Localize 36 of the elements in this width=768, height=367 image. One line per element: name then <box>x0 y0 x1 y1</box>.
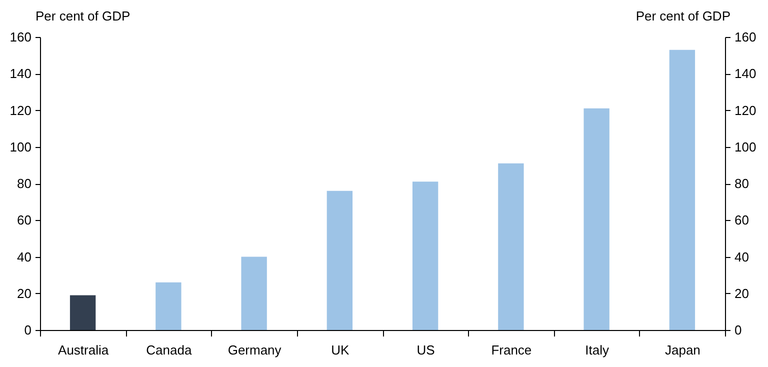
x-tick-label: US <box>416 342 436 358</box>
y2-tick-label: 160 <box>734 30 756 44</box>
bar <box>584 108 610 330</box>
y-tick-label: 60 <box>17 212 32 228</box>
bar <box>412 182 438 330</box>
y-tick-label: 0 <box>24 322 32 338</box>
x-tick-label: Japan <box>664 342 700 358</box>
x-tick-label: UK <box>331 342 350 358</box>
x-tick-label: France <box>491 342 532 358</box>
y-tick-label: 20 <box>17 286 32 301</box>
bar <box>669 50 696 330</box>
y-tick-label: 100 <box>10 139 32 154</box>
y2-tick-label: 60 <box>734 212 749 228</box>
y-tick-label: 120 <box>10 102 32 118</box>
x-tick-label: Italy <box>585 342 610 358</box>
y-tick-label: 160 <box>10 30 32 44</box>
y2-tick-label: 100 <box>734 139 756 154</box>
y2-tick-label: 0 <box>734 322 742 338</box>
y2-tick-label: 140 <box>734 66 756 82</box>
y2-tick-label: 40 <box>734 249 749 264</box>
x-tick-label: Canada <box>146 342 192 358</box>
y2-axis-title: Per cent of GDP <box>636 8 730 24</box>
y-tick-label: 140 <box>10 66 32 82</box>
y2-tick-label: 120 <box>734 102 756 118</box>
y-tick-label: 40 <box>17 249 32 264</box>
x-tick-label: Australia <box>58 342 110 358</box>
bar <box>498 163 524 330</box>
y2-tick-label: 80 <box>734 176 749 191</box>
bar <box>70 295 96 330</box>
bar <box>241 256 267 330</box>
x-tick-label: Germany <box>228 342 282 358</box>
bar <box>156 282 182 330</box>
y-tick-label: 80 <box>17 176 32 191</box>
bar <box>326 190 353 330</box>
y-axis-title: Per cent of GDP <box>36 8 130 24</box>
y2-tick-label: 20 <box>734 286 749 301</box>
